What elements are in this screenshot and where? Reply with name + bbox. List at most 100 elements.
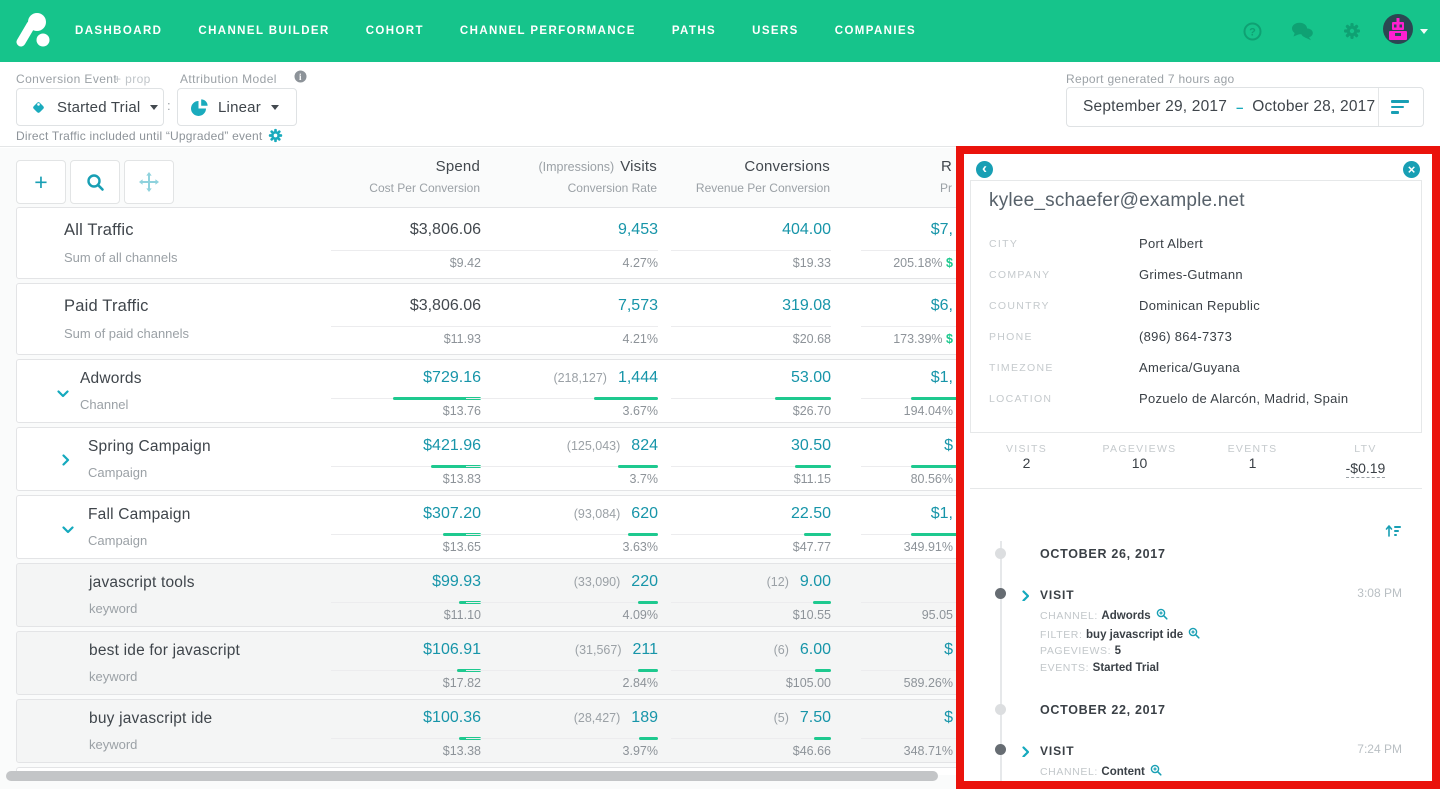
cell-subvalue: $47.77	[792, 540, 831, 554]
cell-subvalue: $10.55	[792, 608, 831, 622]
timeline-sort-icon[interactable]	[1385, 523, 1402, 543]
info-icon[interactable]: i	[294, 70, 307, 86]
cell-value: (93,084) 620	[573, 505, 658, 522]
cell-value: $421.96	[423, 437, 481, 454]
zoom-in-icon[interactable]	[1156, 607, 1168, 624]
cell-value: $3,806.06	[409, 297, 481, 314]
table-cell: $7, 205.18% $	[861, 208, 1011, 278]
chevron-down-icon[interactable]	[62, 521, 74, 539]
cell-value: (31,567) 211	[574, 641, 658, 658]
chat-icon[interactable]	[1277, 22, 1327, 41]
nav-item-channel-performance[interactable]: CHANNEL PERFORMANCE	[459, 25, 636, 37]
cell-subvalue: 589.26%	[903, 676, 953, 690]
visit-prop-pageviews: PAGEVIEWS: 5	[1040, 645, 1122, 657]
chevron-right-icon[interactable]	[1022, 744, 1030, 762]
cell-prefix: (28,427)	[573, 711, 621, 725]
table-cell: $6, 173.39% $	[861, 284, 1011, 354]
cell-subvalue: $13.65	[442, 540, 481, 554]
nav-item-users[interactable]: USERS	[752, 25, 799, 37]
row-title: Fall Campaign	[88, 506, 191, 523]
nav-item-cohort[interactable]: COHORT	[365, 25, 424, 37]
app-logo[interactable]	[15, 12, 51, 50]
table-row-buy-javascript-ide[interactable]: buy javascript ide keyword $100.36 $13.38 (2…	[16, 699, 1011, 763]
help-icon[interactable]: ?	[1227, 22, 1277, 41]
table-row-fall-campaign[interactable]: Fall Campaign Campaign $307.20 $13.65 (93,08…	[16, 495, 1011, 559]
column-header-visits[interactable]: (Impressions) Visits Conversion Rate	[465, 158, 658, 195]
value-bar	[813, 601, 831, 604]
table-row-spring-campaign[interactable]: Spring Campaign Campaign $421.96 $13.83 (125…	[16, 427, 1011, 491]
zoom-in-icon[interactable]	[1150, 763, 1162, 780]
row-subtitle: keyword	[89, 601, 138, 616]
user-avatar-menu[interactable]	[1383, 13, 1428, 49]
conversion-event-value: Started Trial	[57, 98, 141, 116]
add-prop-link[interactable]: + prop	[114, 72, 151, 86]
nav-items: DASHBOARD CHANNEL BUILDER COHORT CHANNEL PE…	[75, 25, 916, 37]
filter-bar: Conversion Event + prop Attribution Mode…	[0, 62, 1440, 147]
cell-value: (5) 7.50	[773, 709, 831, 726]
cell-subvalue: 173.39% $	[893, 332, 953, 346]
table-row-paid-traffic[interactable]: Paid Traffic Sum of paid channels $3,806.0…	[16, 283, 1011, 355]
user-field-city: CITY Port Albert	[989, 231, 1411, 262]
horizontal-scrollbar[interactable]	[6, 771, 938, 781]
cell-prefix: (12)	[766, 575, 789, 589]
table-row-all-traffic[interactable]: All Traffic Sum of all channels $3,806.06 $…	[16, 207, 1011, 279]
table-row-best-ide-for-javascript[interactable]: best ide for javascript keyword $106.91 $17…	[16, 631, 1011, 695]
nav-item-companies[interactable]: COMPANIES	[834, 25, 917, 37]
visit-time: 7:24 PM	[1357, 742, 1402, 756]
avatar	[1383, 13, 1413, 49]
table-cell: $3,806.06 $11.93	[331, 284, 481, 354]
zoom-in-icon[interactable]	[1188, 626, 1200, 643]
nav-item-paths[interactable]: PATHS	[671, 25, 717, 37]
table-row-adwords[interactable]: Adwords Channel $729.16 $13.76 (218,127) 1,44…	[16, 359, 1011, 423]
row-title: Adwords	[80, 370, 142, 387]
value-track	[466, 397, 658, 400]
value-bar	[814, 737, 831, 740]
value-track	[466, 326, 658, 327]
add-button[interactable]: +	[16, 160, 66, 204]
chevron-right-icon[interactable]	[62, 453, 70, 471]
nav-item-dashboard[interactable]: DASHBOARD	[75, 25, 163, 37]
column-header-r[interactable]: R Pr	[860, 158, 1010, 195]
cell-value: (33,090) 220	[573, 573, 658, 590]
column-header-spend[interactable]: Spend Cost Per Conversion	[330, 158, 480, 195]
note-gear-icon[interactable]	[268, 128, 283, 143]
user-fields: CITY Port Albert COMPANY Grimes-Gutmann COUN…	[989, 231, 1411, 417]
row-subtitle: Sum of paid channels	[64, 326, 190, 341]
close-button[interactable]: ×	[1403, 161, 1420, 178]
nav-item-channel-builder[interactable]: CHANNEL BUILDER	[198, 25, 330, 37]
timeline-date-dot	[995, 548, 1006, 559]
cell-subvalue: $19.33	[792, 256, 831, 270]
cell-value: $99.93	[432, 573, 481, 590]
reorder-button[interactable]	[124, 160, 174, 204]
column-subheader: Revenue Per Conversion	[695, 181, 830, 195]
date-range-picker[interactable]: September 29, 2017 – October 28, 2017	[1066, 87, 1424, 127]
value-bar	[639, 737, 658, 740]
field-value: Grimes-Gutmann	[1139, 267, 1243, 282]
user-field-location: LOCATION Pozuelo de Alarcón, Madrid, Spai…	[989, 386, 1411, 417]
back-button[interactable]: ‹	[976, 160, 993, 178]
conversion-event-dropdown[interactable]: Started Trial	[16, 88, 164, 126]
date-range-end: October 28, 2017	[1252, 98, 1376, 115]
settings-gear-icon[interactable]	[1327, 22, 1377, 40]
row-subtitle: Campaign	[88, 465, 148, 480]
chevron-right-icon[interactable]	[1022, 588, 1030, 606]
column-header-conversions[interactable]: Conversions Revenue Per Conversion	[670, 158, 830, 195]
search-button[interactable]	[70, 160, 120, 204]
date-filter-icon[interactable]	[1379, 100, 1423, 114]
value-track	[671, 737, 831, 740]
timeline-visit[interactable]: VISIT 3:08 PM CHANNEL: Adwords FILTER: buy …	[964, 586, 1432, 674]
row-title: best ide for javascript	[89, 642, 241, 659]
chevron-down-icon[interactable]	[57, 385, 69, 403]
value-track	[331, 250, 481, 251]
cell-value: $307.20	[423, 505, 481, 522]
table-cell: $729.16 $13.76	[331, 360, 481, 422]
table-cell: 9,453 4.27%	[466, 208, 658, 278]
stat-value[interactable]: -$0.19	[1345, 460, 1386, 478]
value-track	[671, 397, 831, 400]
cell-subvalue: 80.56%	[910, 472, 953, 486]
user-email: kylee_schaefer@example.net	[989, 190, 1245, 211]
table-row-javascript-tools[interactable]: javascript tools keyword $99.93 $11.10 (33,0…	[16, 563, 1011, 627]
row-subtitle: Sum of all channels	[64, 250, 178, 265]
attribution-model-dropdown[interactable]: Linear	[177, 88, 297, 126]
